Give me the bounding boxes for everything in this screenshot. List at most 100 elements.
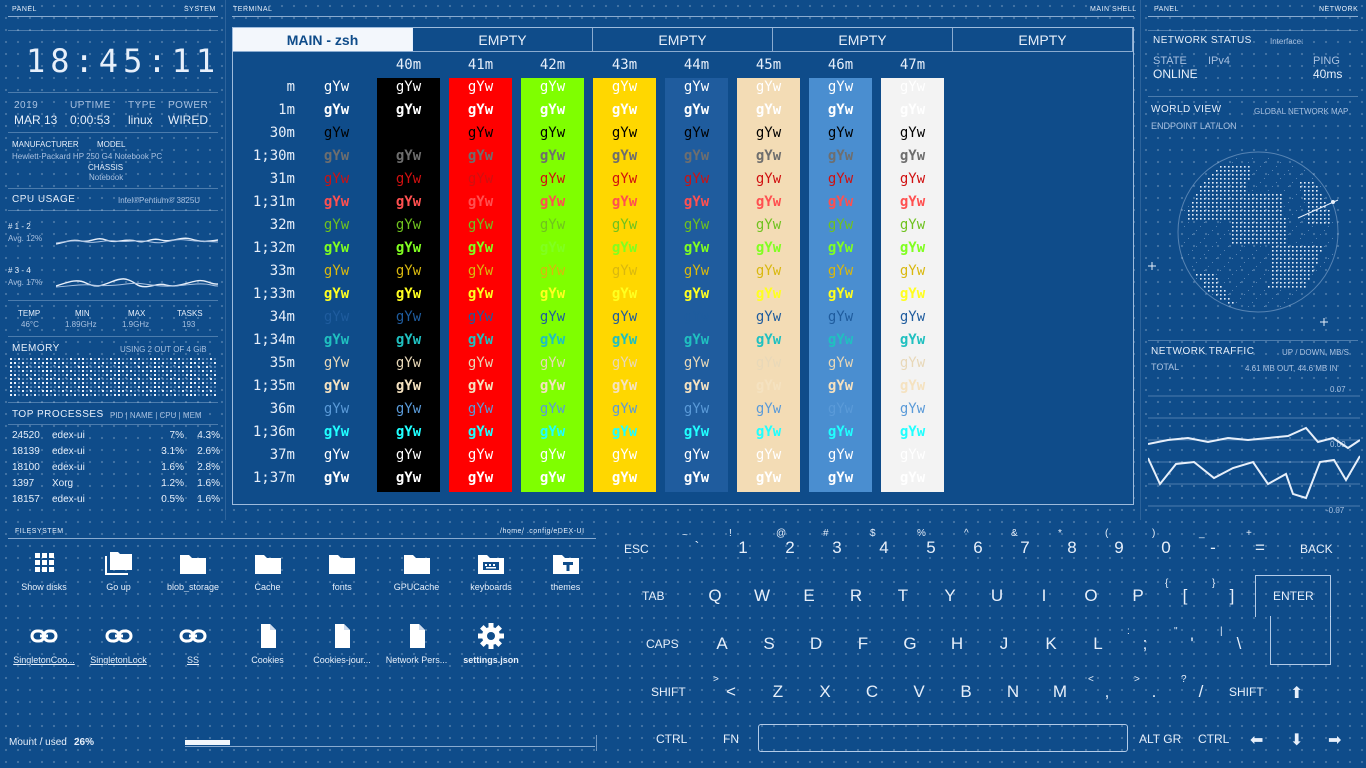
key-9[interactable]: 9 [1114, 538, 1124, 557]
file-item[interactable]: fonts [307, 550, 377, 592]
spacebar-key[interactable] [758, 724, 1128, 752]
key-1[interactable]: 1 [738, 538, 748, 557]
terminal-tab-5[interactable]: EMPTY [953, 28, 1133, 51]
key-A[interactable]: A [716, 634, 728, 653]
esc-key[interactable]: ESC [624, 542, 649, 556]
color-sample-cell: gYw [683, 309, 710, 325]
key-F[interactable]: F [857, 634, 869, 653]
caps-key[interactable]: CAPS [646, 637, 679, 651]
key-P[interactable]: P [1132, 586, 1144, 605]
key-U[interactable]: U [990, 586, 1004, 605]
key-L[interactable]: L [1093, 634, 1103, 653]
key-][interactable]: ] [1229, 586, 1235, 605]
key-3[interactable]: 3 [832, 538, 842, 557]
file-item[interactable]: SS [158, 623, 228, 665]
key-6[interactable]: 6 [973, 538, 983, 557]
terminal-tab-4[interactable]: EMPTY [773, 28, 953, 51]
key--[interactable]: - [1210, 538, 1216, 557]
key-B[interactable]: B [960, 682, 972, 701]
file-item[interactable]: Cache [233, 550, 303, 592]
file-item[interactable]: keyboards [456, 550, 526, 592]
key-Z[interactable]: Z [772, 682, 784, 701]
key-/[interactable]: / [1198, 682, 1204, 701]
file-item[interactable]: Network Pers... [382, 623, 452, 665]
arrow-up-key[interactable]: ⬆ [1290, 685, 1304, 702]
key-V[interactable]: V [913, 682, 925, 701]
key-0[interactable]: 0 [1161, 538, 1171, 557]
key-=[interactable]: = [1255, 538, 1265, 557]
file-item[interactable]: Go up [84, 550, 154, 592]
color-sample-cell: gYw [323, 79, 350, 95]
gear-icon [456, 623, 526, 649]
key-[[interactable]: [ [1182, 586, 1188, 605]
terminal-window[interactable]: MAIN - zsh EMPTY EMPTY EMPTY EMPTY 40m 41m 42m… [232, 27, 1134, 505]
color-column-header: 41m [467, 57, 494, 73]
key-H[interactable]: H [950, 634, 964, 653]
key-'[interactable]: ' [1190, 634, 1194, 653]
terminal-tab-1[interactable]: MAIN - zsh [233, 28, 413, 51]
backspace-key[interactable]: BACK [1300, 542, 1333, 556]
key-7[interactable]: 7 [1020, 538, 1030, 557]
key-E[interactable]: E [803, 586, 815, 605]
key-M[interactable]: M [1052, 682, 1068, 701]
color-sample-cell: gYw [683, 424, 710, 440]
shift-right-key[interactable]: SHIFT [1229, 685, 1264, 699]
key-2[interactable]: 2 [785, 538, 795, 557]
key-X[interactable]: X [819, 682, 831, 701]
key-S[interactable]: S [763, 634, 775, 653]
key-8[interactable]: 8 [1067, 538, 1077, 557]
file-item[interactable]: settings.json [456, 623, 526, 665]
key-Q[interactable]: Q [708, 586, 722, 605]
key-;[interactable]: ; [1142, 634, 1148, 653]
arrow-down-key[interactable]: ⬇ [1290, 732, 1304, 749]
key-backtick[interactable]: ` [694, 538, 700, 554]
key-G[interactable]: G [903, 634, 917, 653]
key-J[interactable]: J [999, 634, 1009, 653]
color-sample-cell: gYw [899, 470, 926, 486]
color-sample-cell: gYw [395, 401, 422, 417]
enter-key-label[interactable]: ENTER [1273, 589, 1314, 603]
file-item[interactable]: SingletonLock [84, 623, 154, 665]
key-angle[interactable]: < [726, 682, 736, 701]
fn-key[interactable]: FN [723, 732, 739, 746]
enter-key[interactable] [1255, 575, 1331, 617]
color-sample-cell: gYw [899, 447, 926, 463]
file-item[interactable]: Cookies [233, 623, 303, 665]
key-C[interactable]: C [865, 682, 879, 701]
key-O[interactable]: O [1084, 586, 1098, 605]
key-I[interactable]: I [1041, 586, 1047, 605]
file-item[interactable]: Show disks [9, 550, 79, 592]
key-R[interactable]: R [849, 586, 863, 605]
key-T[interactable]: T [897, 586, 909, 605]
file-item[interactable]: GPUCache [382, 550, 452, 592]
key-D[interactable]: D [809, 634, 823, 653]
color-sample-cell: gYw [683, 378, 710, 394]
ctrl-left-key[interactable]: CTRL [656, 732, 688, 746]
ctrl-right-key[interactable]: CTRL [1198, 732, 1230, 746]
file-item[interactable]: themes [531, 550, 601, 592]
globe[interactable] [1148, 140, 1358, 335]
filesystem-path[interactable]: /home/ .config/eDEX-UI [500, 528, 585, 535]
key-K[interactable]: K [1045, 634, 1057, 653]
enter-key-lower[interactable] [1270, 616, 1331, 665]
key-,[interactable]: , [1104, 682, 1110, 701]
altgr-key[interactable]: ALT GR [1139, 732, 1182, 746]
arrow-right-key[interactable]: ➡ [1328, 732, 1342, 749]
file-item[interactable]: blob_storage [158, 550, 228, 592]
terminal-tab-3[interactable]: EMPTY [593, 28, 773, 51]
key-Y[interactable]: Y [944, 586, 956, 605]
key-.[interactable]: . [1151, 682, 1157, 701]
key-N[interactable]: N [1006, 682, 1020, 701]
cpu-core2-graph [56, 278, 218, 288]
file-item[interactable]: SingletonCoo... [9, 623, 79, 665]
shift-left-key[interactable]: SHIFT [651, 685, 686, 699]
tab-key[interactable]: TAB [642, 589, 665, 603]
color-sample-cell: gYw [755, 217, 782, 233]
key-4[interactable]: 4 [879, 538, 889, 557]
key-5[interactable]: 5 [926, 538, 936, 557]
file-item[interactable]: Cookies-jour... [307, 623, 377, 665]
key-\[interactable]: \ [1236, 634, 1242, 653]
terminal-tab-2[interactable]: EMPTY [413, 28, 593, 51]
key-W[interactable]: W [753, 586, 771, 605]
arrow-left-key[interactable]: ⬅ [1250, 732, 1264, 749]
